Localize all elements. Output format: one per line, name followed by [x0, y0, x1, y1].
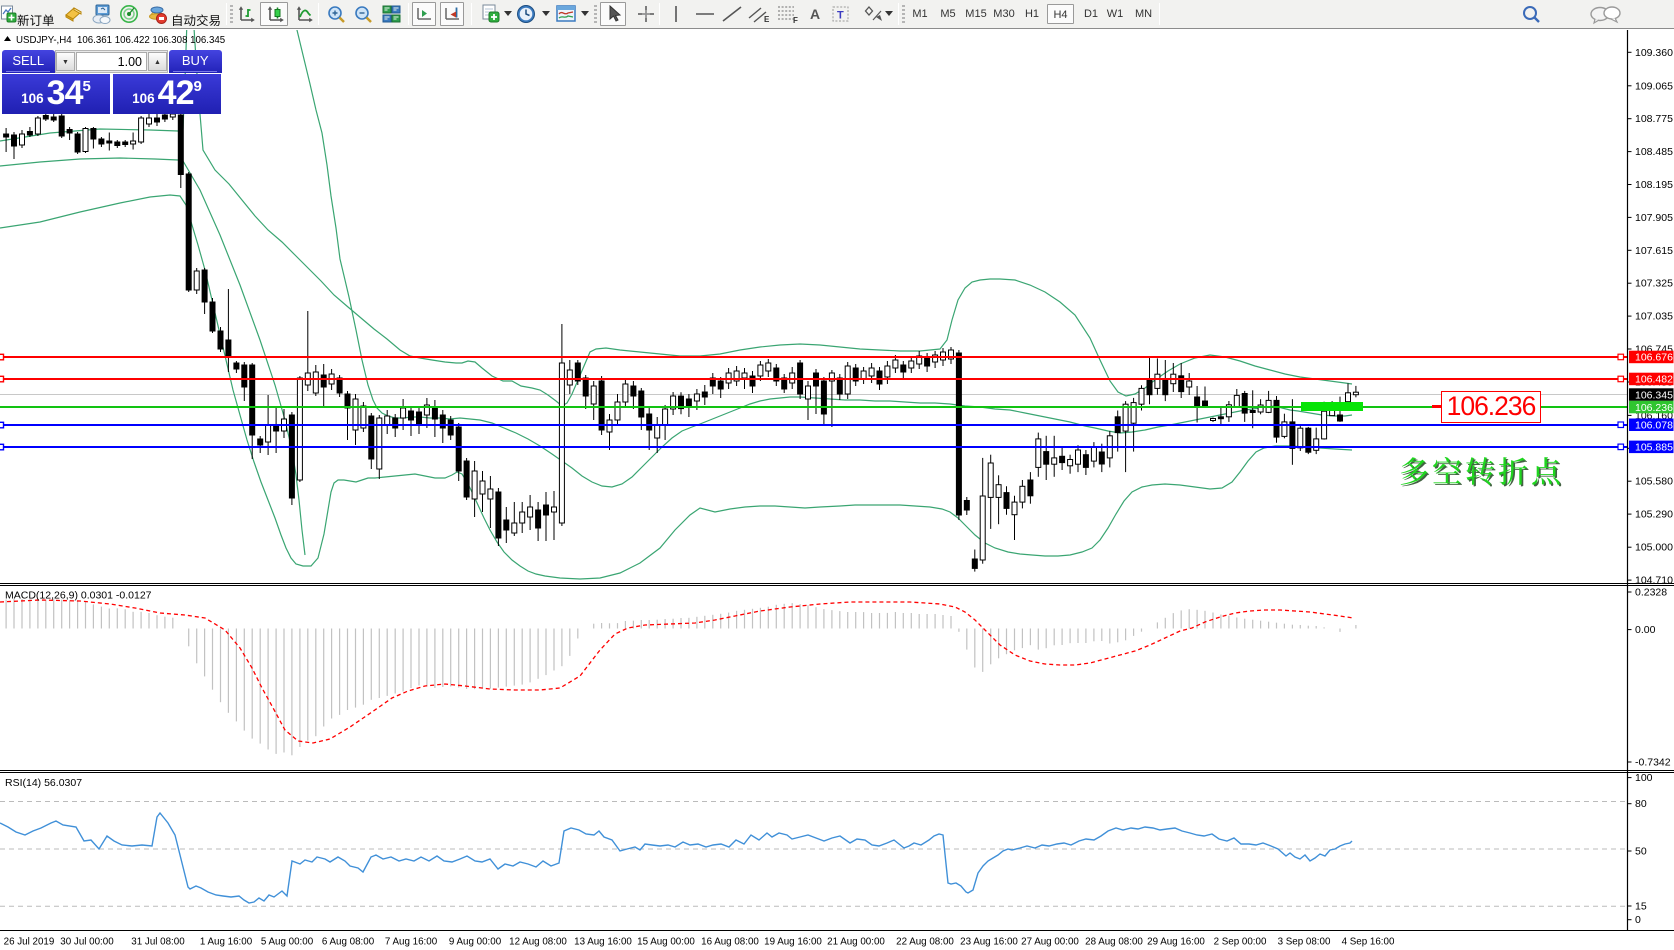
svg-text:108.195: 108.195	[1635, 179, 1673, 191]
svg-text:15 Aug 00:00: 15 Aug 00:00	[637, 937, 695, 948]
svg-text:0: 0	[1635, 914, 1641, 926]
svg-text:15: 15	[1635, 901, 1647, 913]
svg-text:5 Aug 00:00: 5 Aug 00:00	[261, 937, 314, 948]
svg-text:22 Aug 08:00: 22 Aug 08:00	[896, 937, 954, 948]
svg-text:-0.7342: -0.7342	[1635, 757, 1671, 769]
svg-text:4 Sep 16:00: 4 Sep 16:00	[1342, 937, 1395, 948]
svg-text:21 Aug 00:00: 21 Aug 00:00	[827, 937, 885, 948]
svg-text:E: E	[764, 15, 770, 24]
svg-text:12 Aug 08:00: 12 Aug 08:00	[509, 937, 567, 948]
svg-text:0.2328: 0.2328	[1635, 587, 1667, 599]
svg-text:106.345: 106.345	[1635, 389, 1673, 401]
svg-text:80: 80	[1635, 798, 1647, 810]
svg-text:100: 100	[1635, 772, 1653, 784]
svg-text:28 Aug 08:00: 28 Aug 08:00	[1085, 937, 1143, 948]
svg-text:7 Aug 16:00: 7 Aug 16:00	[385, 937, 438, 948]
svg-text:105.580: 105.580	[1635, 476, 1673, 488]
svg-text:104.710: 104.710	[1635, 575, 1673, 587]
svg-text:106.236: 106.236	[1635, 402, 1673, 414]
svg-text:23 Aug 16:00: 23 Aug 16:00	[960, 937, 1018, 948]
svg-text:USDJPY-,H4 106.361 106.422 10: USDJPY-,H4 106.361 106.422 106.308 106.3…	[16, 35, 225, 46]
svg-text:1 Aug 16:00: 1 Aug 16:00	[200, 937, 253, 948]
svg-text:105.000: 105.000	[1635, 542, 1673, 554]
svg-text:0.00: 0.00	[1635, 624, 1656, 636]
svg-text:3 Sep 08:00: 3 Sep 08:00	[1278, 937, 1331, 948]
svg-text:30 Jul 00:00: 30 Jul 00:00	[60, 937, 114, 948]
svg-text:RSI(14) 56.0307: RSI(14) 56.0307	[5, 777, 82, 789]
svg-text:106.078: 106.078	[1635, 420, 1673, 432]
svg-text:105.885: 105.885	[1635, 442, 1673, 454]
svg-text:106.482: 106.482	[1635, 374, 1673, 386]
svg-text:108.775: 108.775	[1635, 113, 1673, 125]
svg-text:F: F	[793, 16, 798, 24]
svg-text:27 Aug 00:00: 27 Aug 00:00	[1021, 937, 1079, 948]
svg-text:26 Jul 2019: 26 Jul 2019	[4, 937, 55, 948]
svg-text:13 Aug 16:00: 13 Aug 16:00	[574, 937, 632, 948]
svg-text:109.360: 109.360	[1635, 47, 1673, 59]
svg-text:107.905: 107.905	[1635, 212, 1673, 224]
svg-text:6 Aug 08:00: 6 Aug 08:00	[322, 937, 375, 948]
svg-text:16 Aug 08:00: 16 Aug 08:00	[701, 937, 759, 948]
svg-text:9 Aug 00:00: 9 Aug 00:00	[449, 937, 502, 948]
svg-text:107.325: 107.325	[1635, 278, 1673, 290]
svg-text:107.615: 107.615	[1635, 245, 1673, 257]
svg-text:105.290: 105.290	[1635, 509, 1673, 521]
svg-text:106.676: 106.676	[1635, 352, 1673, 364]
svg-text:MACD(12,26,9) 0.0301 -0.0127: MACD(12,26,9) 0.0301 -0.0127	[5, 590, 152, 602]
svg-text:19 Aug 16:00: 19 Aug 16:00	[764, 937, 822, 948]
svg-text:107.035: 107.035	[1635, 311, 1673, 323]
svg-text:109.065: 109.065	[1635, 80, 1673, 92]
svg-text:T: T	[837, 10, 844, 22]
svg-text:50: 50	[1635, 846, 1647, 858]
svg-text:108.485: 108.485	[1635, 146, 1673, 158]
svg-text:31 Jul 08:00: 31 Jul 08:00	[131, 937, 185, 948]
svg-text:2 Sep 00:00: 2 Sep 00:00	[1214, 937, 1267, 948]
svg-text:29 Aug 16:00: 29 Aug 16:00	[1147, 937, 1205, 948]
